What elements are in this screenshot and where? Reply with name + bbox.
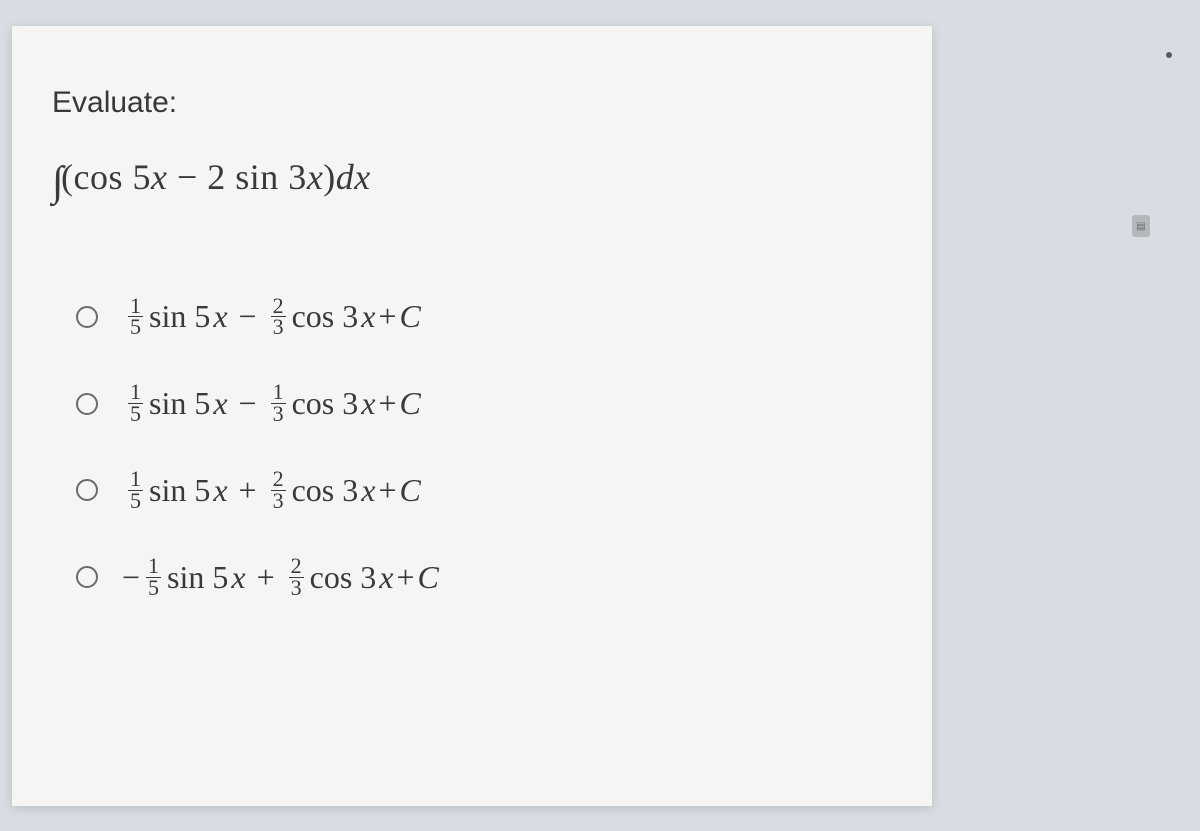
radio-icon[interactable] bbox=[76, 306, 98, 328]
option-c[interactable]: 15 sin 5x + 23 cos 3x + C bbox=[76, 469, 892, 512]
option-d[interactable]: − 15 sin 5x + 23 cos 3x + C bbox=[76, 556, 892, 599]
question-prompt: Evaluate: bbox=[52, 86, 892, 120]
integral-expression: ∫(cos 5x − 2 sin 3x)dx bbox=[52, 156, 892, 206]
option-d-expression: − 15 sin 5x + 23 cos 3x + C bbox=[122, 556, 439, 599]
option-a-expression: 15 sin 5x − 23 cos 3x + C bbox=[122, 296, 421, 339]
question-card: Evaluate: ∫(cos 5x − 2 sin 3x)dx 15 sin … bbox=[12, 26, 932, 806]
options-list: 15 sin 5x − 23 cos 3x + C 15 sin 5x − 13… bbox=[52, 296, 892, 599]
radio-icon[interactable] bbox=[76, 566, 98, 588]
decorative-dot bbox=[1166, 52, 1172, 58]
radio-icon[interactable] bbox=[76, 393, 98, 415]
option-b[interactable]: 15 sin 5x − 13 cos 3x + C bbox=[76, 382, 892, 425]
option-b-expression: 15 sin 5x − 13 cos 3x + C bbox=[122, 382, 421, 425]
radio-icon[interactable] bbox=[76, 479, 98, 501]
option-a[interactable]: 15 sin 5x − 23 cos 3x + C bbox=[76, 296, 892, 339]
option-c-expression: 15 sin 5x + 23 cos 3x + C bbox=[122, 469, 421, 512]
side-badge-icon: ▤ bbox=[1132, 215, 1150, 237]
